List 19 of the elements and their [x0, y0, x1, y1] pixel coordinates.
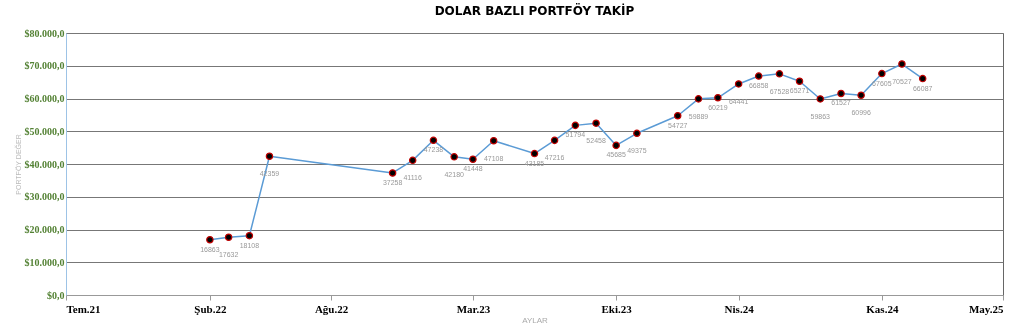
y-tick-label: $70.000,0: [24, 60, 65, 72]
y-tick-label: $20.000,0: [24, 224, 65, 235]
x-tick-label: May.25: [968, 302, 1004, 315]
x-tick-label: Nis.24: [724, 302, 755, 315]
x-tick-label: Kas.24: [866, 302, 899, 315]
y-tick-label: $50.000,0: [24, 125, 65, 137]
y-tick-label: $40.000,0: [24, 158, 65, 170]
x-tick-label: Tem.21: [66, 302, 101, 315]
y-tick-label: $10.000,0: [24, 256, 65, 268]
x-tick-label: Şub.22: [194, 302, 227, 315]
x-tick-label: Mar.23: [456, 302, 491, 315]
y-tick-label: $80.000,0: [24, 27, 65, 39]
y-tick-label: $30.000,0: [24, 191, 65, 203]
chart-title: DOLAR BAZLI PORTFÖY TAKİP: [434, 3, 635, 18]
x-tick-label: Eki.23: [601, 302, 633, 315]
x-axis-title: AYLAR: [522, 315, 549, 325]
y-tick-label: $0,0: [47, 289, 65, 301]
x-tick-label: Ağu.22: [314, 302, 349, 315]
y-tick-label: $60.000,0: [24, 93, 65, 104]
